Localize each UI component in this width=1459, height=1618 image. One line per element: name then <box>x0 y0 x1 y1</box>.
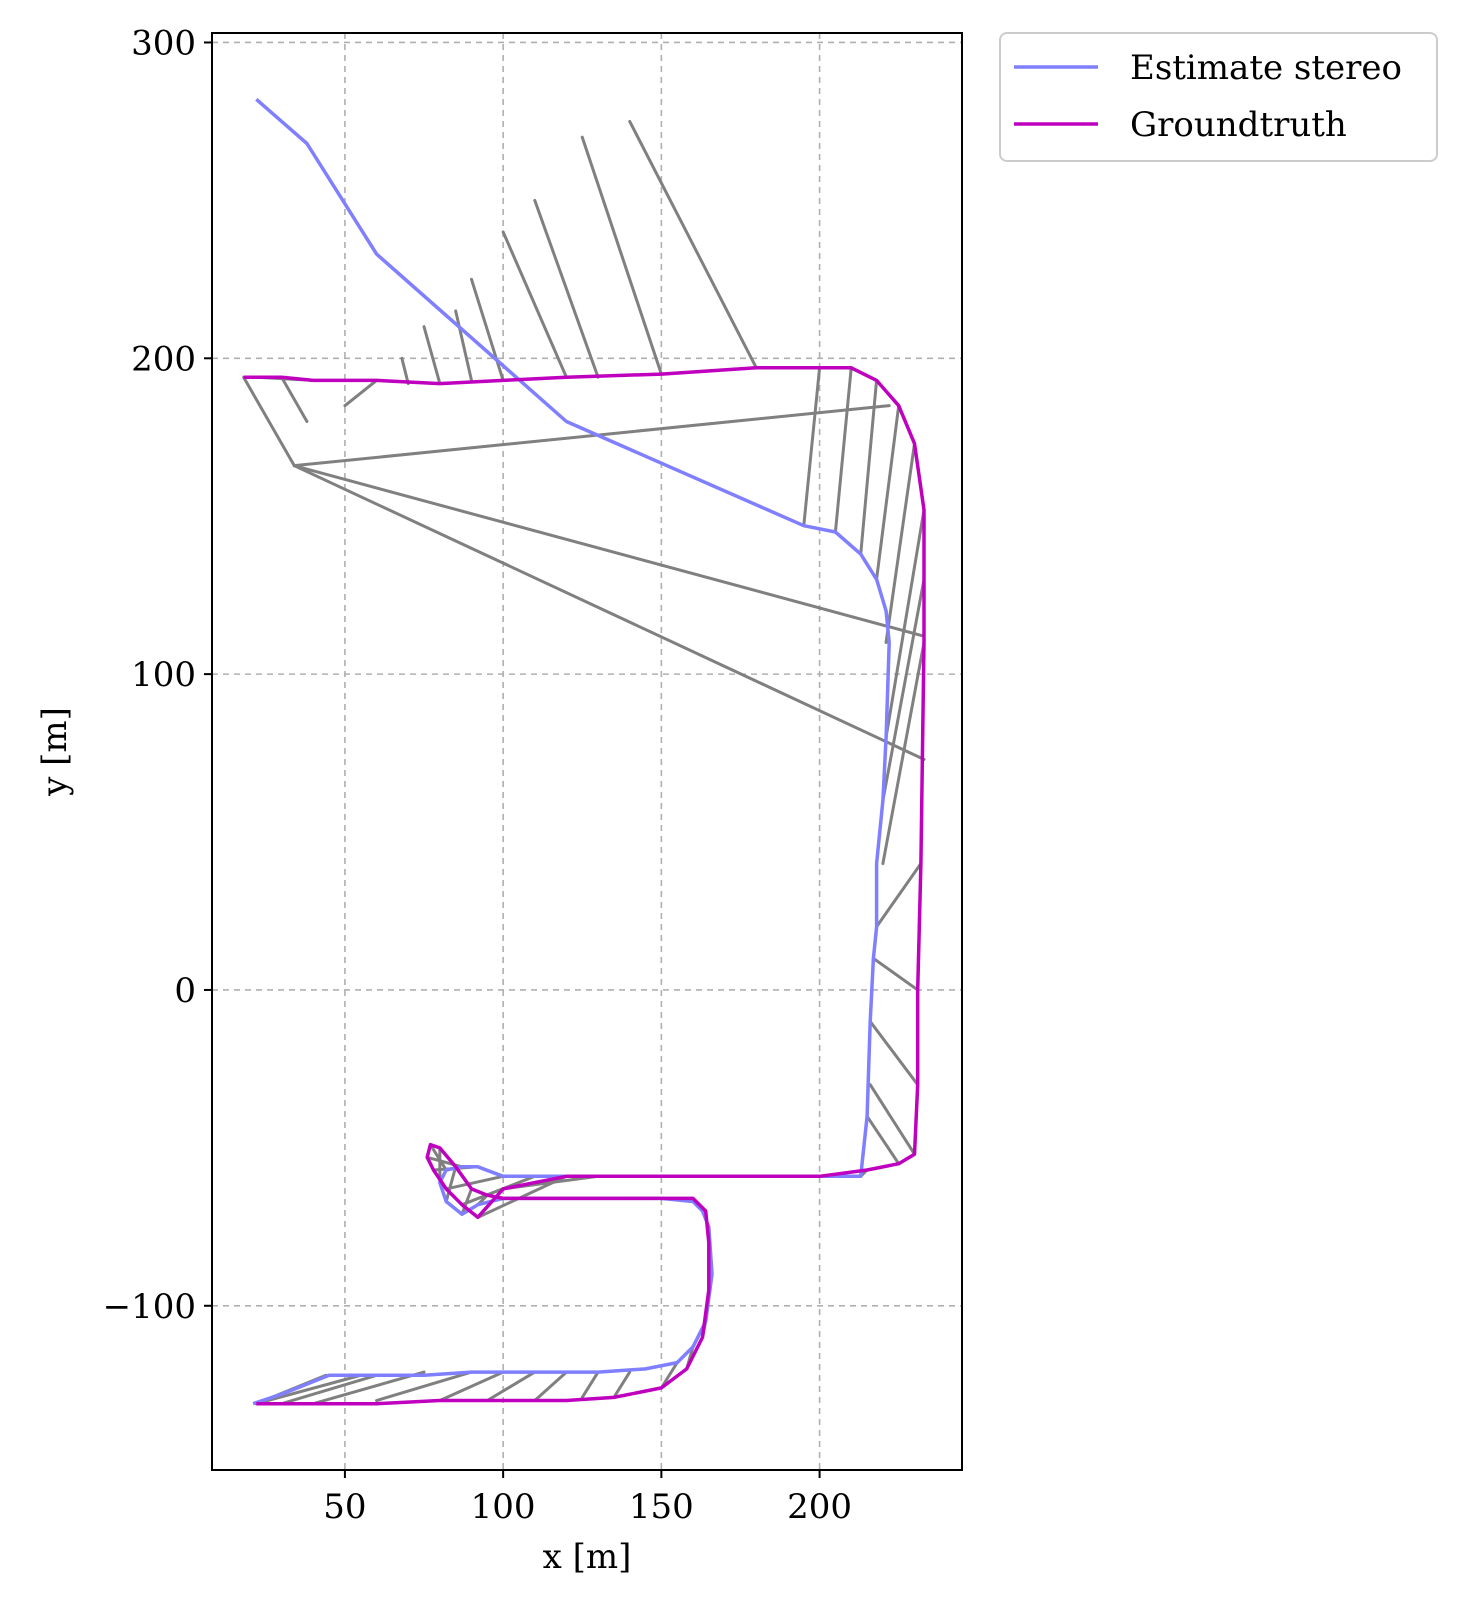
error-connector <box>881 577 926 802</box>
error-connector <box>802 366 822 528</box>
error-connector <box>628 119 758 370</box>
error-connector <box>292 464 926 761</box>
error-connector <box>422 325 442 386</box>
series-lines <box>243 97 926 1406</box>
error-connector <box>444 1174 505 1191</box>
error-connector <box>444 1165 458 1204</box>
error-connector <box>292 464 926 638</box>
error-connector <box>501 230 568 379</box>
error-connector <box>875 404 901 581</box>
error-connector <box>533 1370 568 1403</box>
error-connector <box>580 135 663 376</box>
x-axis-label: x [m] <box>543 1537 632 1577</box>
y-tick-label: 100 <box>131 655 196 695</box>
x-tick-label: 50 <box>323 1487 366 1527</box>
error-connector <box>884 442 917 645</box>
error-connector <box>833 366 853 534</box>
x-tick-label: 200 <box>787 1487 852 1527</box>
error-connector <box>881 641 926 866</box>
error-connector <box>580 1370 600 1399</box>
error-connector <box>343 378 379 408</box>
plot-area-frame <box>211 32 963 1471</box>
error-connector <box>311 1370 426 1406</box>
y-tick-label: 200 <box>131 339 196 379</box>
error-connector <box>865 1114 901 1166</box>
series-line-1 <box>243 366 926 1406</box>
legend-label-groundtruth: Groundtruth <box>1130 105 1347 145</box>
series-line-0 <box>252 97 891 1406</box>
error-connector <box>438 1370 505 1403</box>
error-connector <box>280 1373 379 1406</box>
error-connector <box>868 1083 917 1156</box>
y-tick-label: 0 <box>174 971 196 1011</box>
error-connector <box>460 1174 537 1207</box>
error-connector <box>375 1370 473 1403</box>
error-connector <box>254 1373 363 1406</box>
error-connector <box>871 956 920 992</box>
legend-box <box>999 32 1438 162</box>
error-connector <box>868 1020 920 1087</box>
error-connector <box>454 309 473 382</box>
error-connector <box>659 1361 679 1390</box>
error-connector <box>242 375 296 468</box>
legend-label-estimate-stereo: Estimate stereo <box>1130 48 1402 88</box>
error-connector <box>428 1143 448 1172</box>
error-connector <box>485 1370 537 1403</box>
error-connector <box>884 508 926 739</box>
error-connector <box>612 1370 632 1399</box>
error-connector <box>469 277 505 382</box>
x-tick-label: 100 <box>471 1487 536 1527</box>
error-connector <box>875 862 923 929</box>
error-connector <box>859 378 879 556</box>
x-tick-label: 150 <box>629 1487 694 1527</box>
error-connector <box>280 375 309 423</box>
error-connector <box>400 356 410 386</box>
y-axis-label: y [m] <box>35 707 75 797</box>
error-connector <box>533 198 600 379</box>
axis-ticks: 50 100 150 200 −100 0 100 200 300 <box>103 23 852 1527</box>
grid-lines <box>212 33 962 1470</box>
y-tick-label: 300 <box>131 23 196 63</box>
y-tick-label: −100 <box>103 1287 196 1327</box>
error-connector <box>292 404 891 468</box>
legend: Estimate stereo Groundtruth <box>999 32 1438 162</box>
